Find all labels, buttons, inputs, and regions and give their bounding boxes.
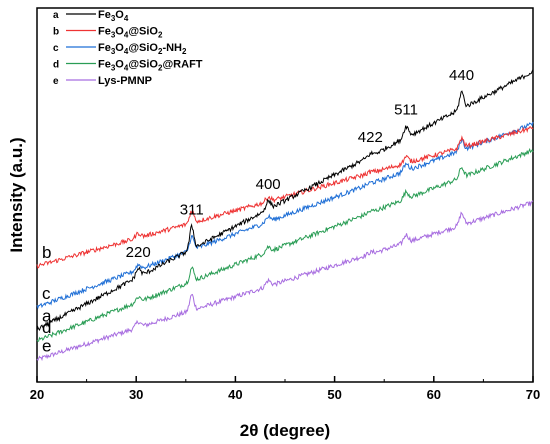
legend-entry-e: Lys-PMNP bbox=[98, 75, 152, 87]
peak-label: 220 bbox=[126, 244, 151, 261]
x-tick-label: 20 bbox=[30, 387, 44, 402]
x-axis-ticks: 20 30 40 50 60 70 bbox=[30, 376, 540, 402]
series-line-a bbox=[36, 69, 534, 332]
legend-letter-e: e bbox=[53, 76, 59, 87]
legend-letter-d: d bbox=[53, 60, 59, 71]
peak-label: 440 bbox=[449, 67, 474, 84]
peak-label: 400 bbox=[256, 176, 281, 193]
y-axis-title: Intensity (a.u.) bbox=[7, 137, 26, 252]
curve-labels: a b cde bbox=[42, 243, 52, 356]
curve-label-b: b bbox=[42, 243, 51, 262]
x-tick-label: 50 bbox=[327, 387, 341, 402]
curve-label-e: e bbox=[42, 337, 51, 356]
legend-entry-d: Fe3O4@SiO2@RAFT bbox=[98, 59, 203, 73]
curve-label-c: c bbox=[42, 284, 51, 303]
series-line-c bbox=[36, 121, 534, 310]
legend-entry-b: Fe3O4@SiO2 bbox=[98, 26, 163, 40]
peak-label: 511 bbox=[394, 101, 418, 118]
legend-letter-b: b bbox=[53, 27, 59, 38]
peak-label: 422 bbox=[358, 129, 383, 146]
x-axis-title: 2θ (degree) bbox=[240, 421, 330, 440]
series-line-e bbox=[36, 200, 534, 362]
x-tick-label: 60 bbox=[427, 387, 441, 402]
peak-labels: 220 311 400 422 511 440 bbox=[126, 67, 474, 261]
legend-entry-a: Fe3O4 bbox=[98, 9, 129, 23]
curve-label-d: d bbox=[42, 318, 51, 337]
legend-letter-a: a bbox=[53, 10, 59, 21]
x-tick-label: 70 bbox=[526, 387, 540, 402]
legend: a Fe3O4 b Fe3O4@SiO2 c Fe3O4@SiO2-NH2 d Fe3O4@S… bbox=[53, 9, 203, 87]
x-tick-label: 40 bbox=[228, 387, 242, 402]
legend-letter-c: c bbox=[53, 43, 59, 54]
legend-entry-c: Fe3O4@SiO2-NH2 bbox=[98, 42, 187, 56]
peak-label: 311 bbox=[180, 202, 204, 219]
curve-label-a: a bbox=[42, 307, 52, 326]
curves-group bbox=[36, 69, 534, 362]
x-tick-label: 30 bbox=[129, 387, 143, 402]
series-line-b bbox=[36, 126, 534, 269]
series-line-d bbox=[36, 147, 534, 342]
